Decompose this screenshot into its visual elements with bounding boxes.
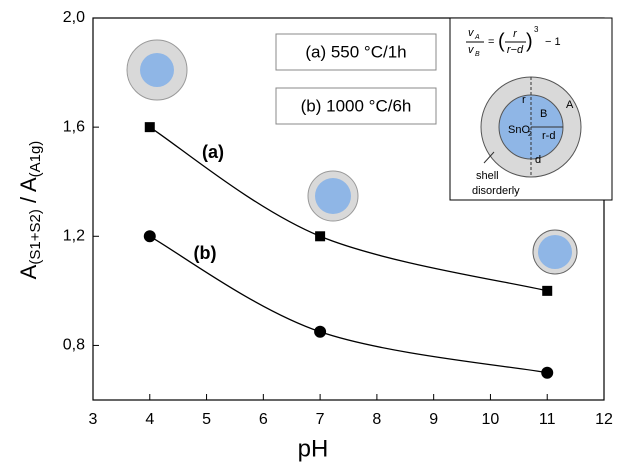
x-tick-label: 5: [202, 411, 211, 428]
inset-label: shell: [476, 170, 499, 182]
inset-label: disorderly: [472, 185, 520, 197]
series-label: (b): [194, 243, 217, 263]
inset-label: SnO: [508, 124, 530, 136]
annotation-box: [275, 87, 437, 125]
formula-part: r−d: [507, 44, 524, 56]
inset: v A v B = ( r r−d ) 3 − 1 r A B SnO 2 r-…: [449, 17, 613, 201]
marker: [542, 285, 553, 296]
y-axis-title-part: / A: [16, 177, 41, 209]
x-tick-label: 7: [316, 411, 325, 428]
x-tick-label: 11: [539, 411, 556, 428]
formula-part: v: [468, 27, 475, 39]
inset-label: d: [535, 154, 541, 166]
particle-core: [315, 178, 351, 214]
y-tick-label: 1,2: [63, 228, 85, 245]
formula-part: =: [488, 36, 494, 48]
x-tick-label: 8: [372, 411, 381, 428]
marker: [143, 230, 156, 243]
y-axis-title-part: (A1g): [27, 141, 44, 178]
inset-label: A: [566, 99, 574, 111]
x-tick-label: 3: [89, 411, 98, 428]
y-tick-label: 0,8: [63, 337, 85, 354]
paren: (: [498, 30, 505, 52]
formula-part: r: [513, 28, 518, 40]
inset-label: 2: [528, 131, 532, 138]
y-tick-label: 2,0: [63, 9, 85, 26]
formula-part: v: [468, 44, 475, 56]
paren: ): [526, 30, 533, 52]
x-tick-label: 9: [429, 411, 438, 428]
particle-core: [538, 235, 572, 269]
marker: [541, 366, 554, 379]
marker: [144, 122, 155, 133]
marker: [314, 325, 327, 338]
formula-part: A: [474, 34, 480, 41]
y-axis-title-part: (S1+S2): [27, 209, 44, 264]
inset-label: B: [540, 108, 547, 120]
formula-part: 3: [534, 25, 539, 34]
annotation: (a) 550 °C/1h: [305, 42, 406, 61]
arrow: [483, 151, 495, 164]
annotation: (b) 1000 °C/6h: [301, 96, 412, 115]
formula-part: B: [475, 51, 480, 58]
x-tick-label: 4: [145, 411, 154, 428]
annotation-box: [275, 33, 437, 71]
particle-core: [140, 53, 174, 87]
particle-icons: [126, 39, 578, 275]
y-axis-title-part: A: [16, 264, 41, 279]
x-tick-label: 6: [259, 411, 268, 428]
inset-label: r: [522, 94, 526, 106]
plot-frame: [92, 17, 605, 401]
y-axis-title: A(S1+S2) / A(A1g): [16, 141, 44, 280]
x-axis-title: pH: [298, 435, 329, 462]
series-label: (a): [202, 142, 224, 162]
marker: [315, 231, 326, 242]
x-tick-label: 10: [482, 411, 500, 428]
x-tick-label: 12: [595, 411, 613, 428]
formula-part: − 1: [545, 36, 561, 48]
y-tick-label: 1,6: [63, 118, 85, 135]
inset-label: r-d: [542, 130, 555, 142]
